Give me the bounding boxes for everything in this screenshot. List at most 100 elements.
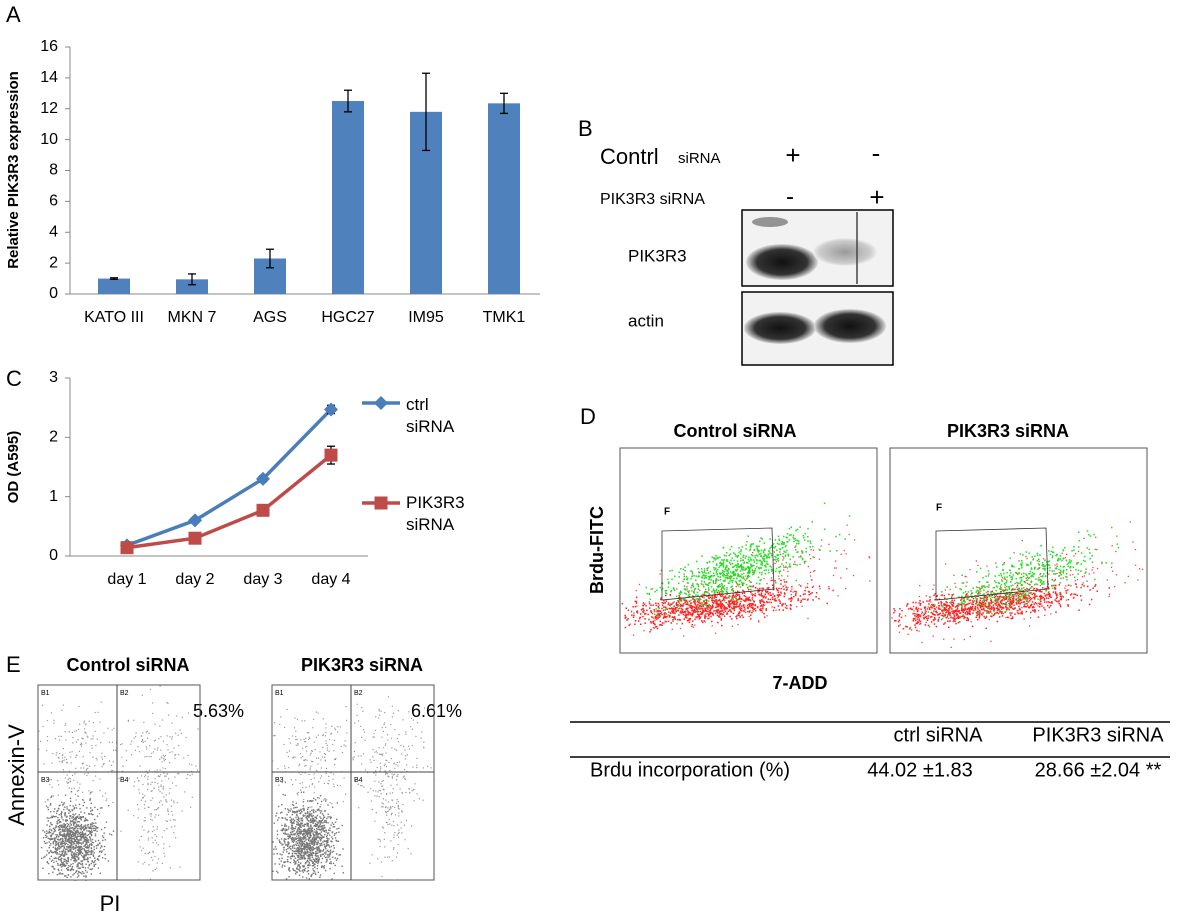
event-dot xyxy=(66,815,68,817)
event-dot xyxy=(726,588,728,591)
event-dot xyxy=(717,585,719,588)
event-dot xyxy=(686,601,689,603)
event-dot xyxy=(742,584,744,587)
event-dot xyxy=(679,591,682,594)
event-dot xyxy=(73,822,75,824)
event-dot xyxy=(1004,584,1006,586)
event-dot xyxy=(91,860,94,863)
event-dot xyxy=(746,572,749,574)
event-dot xyxy=(794,561,796,563)
event-dot xyxy=(978,615,981,617)
panel-label: B xyxy=(578,116,593,141)
event-dot xyxy=(1040,545,1042,547)
event-dot xyxy=(909,628,911,630)
event-dot xyxy=(1040,580,1042,583)
event-dot xyxy=(1039,603,1041,606)
event-dot xyxy=(973,609,975,612)
event-dot xyxy=(805,551,807,553)
event-dot xyxy=(976,615,978,617)
event-dot xyxy=(138,789,140,791)
event-dot xyxy=(55,843,58,846)
event-dot xyxy=(1010,593,1012,595)
event-dot xyxy=(110,834,113,836)
event-dot xyxy=(66,876,68,879)
event-dot xyxy=(79,807,81,810)
event-dot xyxy=(1013,597,1015,599)
event-dot xyxy=(64,806,66,808)
event-dot xyxy=(53,828,56,831)
event-dot xyxy=(625,607,627,609)
event-dot xyxy=(99,847,102,849)
event-dot xyxy=(84,869,87,872)
event-dot xyxy=(64,875,66,877)
event-dot xyxy=(754,555,756,557)
event-dot xyxy=(1039,599,1041,601)
event-dot xyxy=(73,787,75,789)
event-dot xyxy=(757,576,760,579)
event-dot xyxy=(1037,568,1039,570)
event-dot xyxy=(66,774,68,776)
event-dot xyxy=(51,815,53,817)
event-dot xyxy=(704,602,706,605)
event-dot xyxy=(1041,595,1043,598)
event-dot xyxy=(1025,606,1027,608)
event-dot xyxy=(740,563,742,566)
event-dot xyxy=(984,596,987,599)
event-dot xyxy=(696,613,699,615)
event-dot xyxy=(762,606,764,608)
event-dot xyxy=(665,594,667,597)
event-dot xyxy=(794,537,796,540)
event-dot xyxy=(66,853,68,856)
event-dot xyxy=(650,621,652,623)
event-dot xyxy=(1031,609,1034,612)
flow-frame xyxy=(889,447,1148,654)
event-dot xyxy=(744,579,747,582)
event-dot xyxy=(153,740,155,742)
event-dot xyxy=(992,606,994,608)
event-dot xyxy=(1048,550,1050,552)
event-dot xyxy=(794,594,797,597)
event-dot xyxy=(976,571,978,573)
event-dot xyxy=(663,615,666,617)
event-dot xyxy=(79,846,82,848)
event-dot xyxy=(60,857,63,859)
event-dot xyxy=(969,611,971,613)
event-dot xyxy=(86,850,88,853)
event-dot xyxy=(655,604,657,607)
event-dot xyxy=(670,622,672,624)
event-dot xyxy=(954,610,957,612)
event-dot xyxy=(769,547,771,550)
event-dot xyxy=(921,611,924,613)
event-dot xyxy=(688,590,690,592)
event-dot xyxy=(760,549,763,552)
event-dot xyxy=(720,607,723,610)
event-dot xyxy=(60,814,62,816)
event-dot xyxy=(985,591,988,594)
event-dot xyxy=(740,607,743,609)
event-dot xyxy=(1021,560,1023,562)
event-dot xyxy=(1024,605,1026,608)
event-dot xyxy=(1009,569,1011,571)
event-dot xyxy=(961,609,963,611)
event-dot xyxy=(919,602,922,605)
event-dot xyxy=(71,820,74,822)
event-dot xyxy=(730,586,732,588)
event-dot xyxy=(948,609,951,611)
event-dot xyxy=(69,815,72,818)
event-dot xyxy=(1019,603,1021,605)
event-dot xyxy=(1041,605,1043,607)
event-dot xyxy=(716,568,719,571)
event-dot xyxy=(966,611,969,614)
event-dot xyxy=(65,833,68,835)
event-dot xyxy=(1026,579,1029,581)
event-dot xyxy=(670,603,672,605)
event-dot xyxy=(931,603,934,605)
event-dot xyxy=(89,837,91,839)
event-dot xyxy=(752,571,754,574)
event-dot xyxy=(725,607,728,609)
event-dot xyxy=(1037,616,1040,618)
event-dot xyxy=(798,584,800,586)
event-dot xyxy=(56,852,58,854)
event-dot xyxy=(1063,565,1065,568)
event-dot xyxy=(731,579,734,582)
